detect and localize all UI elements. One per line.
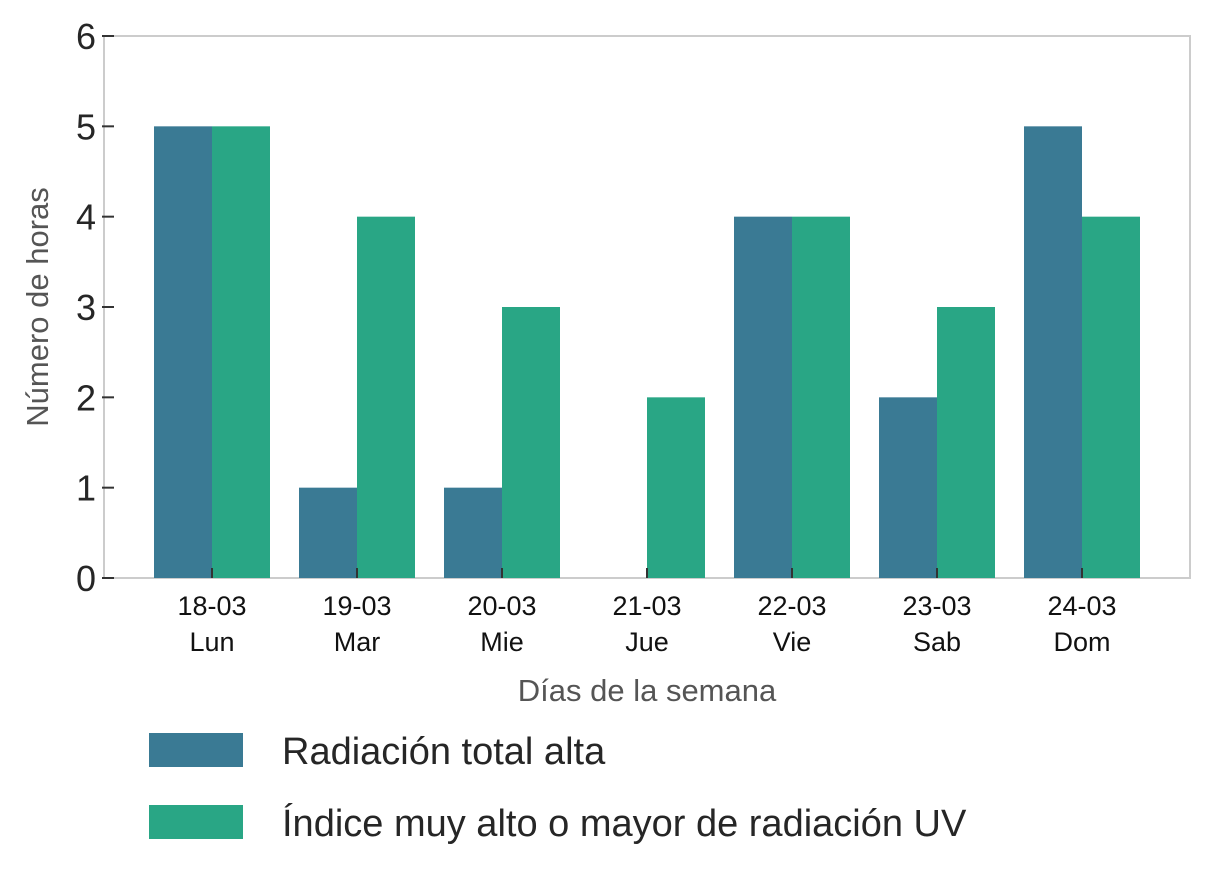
bar-series-1-mie bbox=[444, 487, 502, 578]
x-tick-label-day: Vie bbox=[773, 627, 812, 657]
x-axis-ticks: 18-03 Lun 19-03 Mar 20-03 Mie 21-03 Jue 22-03 Vie… bbox=[177, 568, 1117, 657]
y-tick-label: 3 bbox=[76, 287, 96, 328]
legend-swatch-series-2 bbox=[149, 805, 243, 839]
x-tick-label-date: 18-03 bbox=[177, 591, 246, 621]
bar-series-2-sab bbox=[937, 307, 995, 578]
bar-series-2-lun bbox=[212, 126, 270, 578]
x-tick-label-day: Mar bbox=[334, 627, 381, 657]
x-tick-label-day: Mie bbox=[480, 627, 524, 657]
bar-series-2-mie bbox=[502, 307, 560, 578]
x-tick-label-date: 24-03 bbox=[1047, 591, 1116, 621]
y-tick-label: 2 bbox=[76, 377, 96, 418]
legend-swatch-series-1 bbox=[149, 733, 243, 767]
y-tick-label: 0 bbox=[76, 558, 96, 599]
x-tick-label-day: Jue bbox=[625, 627, 669, 657]
x-tick-label-date: 22-03 bbox=[757, 591, 826, 621]
y-tick-label: 1 bbox=[76, 468, 96, 509]
legend-label-series-2: Índice muy alto o mayor de radiación UV bbox=[282, 802, 967, 845]
bar-series-2-jue bbox=[647, 397, 705, 578]
x-tick-label-date: 21-03 bbox=[612, 591, 681, 621]
y-tick-label: 5 bbox=[76, 106, 96, 147]
x-tick-label-date: 23-03 bbox=[902, 591, 971, 621]
bar-series-1-sab bbox=[879, 397, 937, 578]
x-tick-label-day: Dom bbox=[1053, 627, 1110, 657]
y-tick-label: 4 bbox=[76, 197, 96, 238]
bar-series-2-vie bbox=[792, 216, 850, 578]
bar-series-1-lun bbox=[154, 126, 212, 578]
x-tick-label-day: Sab bbox=[913, 627, 961, 657]
bar-series-2-dom bbox=[1082, 216, 1140, 578]
bar-series-2-mar bbox=[357, 216, 415, 578]
bar-series-1-dom bbox=[1024, 126, 1082, 578]
x-tick-label-date: 19-03 bbox=[322, 591, 391, 621]
y-axis-title: Número de horas bbox=[20, 187, 55, 427]
y-axis-ticks: 0 1 2 3 4 5 6 bbox=[76, 16, 114, 599]
x-tick-label-day: Lun bbox=[189, 627, 234, 657]
bars bbox=[154, 126, 1140, 578]
legend: Radiación total alta Índice muy alto o ma… bbox=[149, 731, 967, 845]
bar-series-1-vie bbox=[734, 216, 792, 578]
legend-label-series-1: Radiación total alta bbox=[282, 731, 606, 773]
y-tick-label: 6 bbox=[76, 16, 96, 57]
bar-series-1-mar bbox=[299, 487, 357, 578]
x-tick-label-date: 20-03 bbox=[467, 591, 536, 621]
x-axis-title: Días de la semana bbox=[518, 673, 777, 708]
